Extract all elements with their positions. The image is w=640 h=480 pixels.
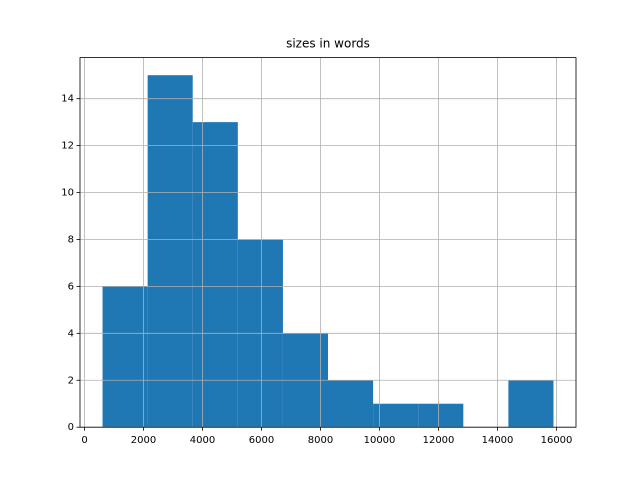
bar <box>192 122 238 428</box>
x-tick-label: 0 <box>81 435 87 446</box>
y-tick-label: 12 <box>61 141 74 152</box>
plot-frame <box>79 57 577 428</box>
y-tick-label: 14 <box>61 94 74 105</box>
bar <box>328 380 374 428</box>
y-tick-label: 6 <box>68 281 74 292</box>
x-tick-label: 8000 <box>308 435 333 446</box>
chart-title: sizes in words <box>286 37 370 51</box>
x-tick-label: 10000 <box>364 435 396 446</box>
x-tick-label: 2000 <box>131 435 156 446</box>
y-tick-label: 4 <box>68 328 74 339</box>
bar <box>508 380 554 428</box>
bar <box>102 286 148 428</box>
bar <box>418 403 464 428</box>
bar <box>147 75 193 428</box>
x-tick-label: 14000 <box>482 435 514 446</box>
x-tick-label: 4000 <box>190 435 215 446</box>
x-tick-label: 12000 <box>423 435 455 446</box>
y-tick-label: 0 <box>68 422 74 433</box>
x-tick-label: 6000 <box>249 435 274 446</box>
bar <box>373 403 419 428</box>
y-tick-label: 8 <box>68 234 74 245</box>
y-tick-label: 10 <box>61 188 74 199</box>
x-tick-label: 16000 <box>541 435 573 446</box>
y-tick-label: 2 <box>68 375 74 386</box>
